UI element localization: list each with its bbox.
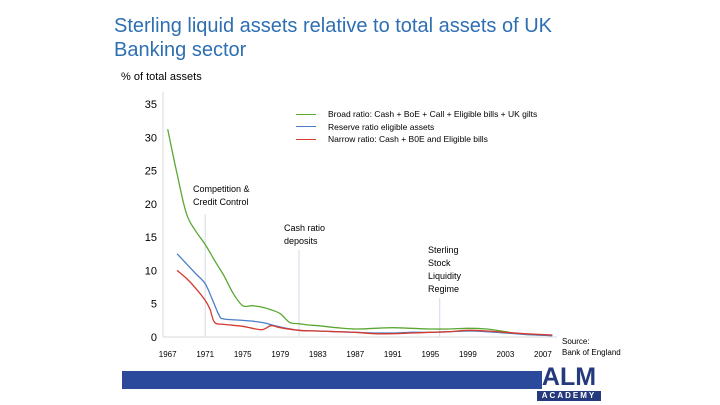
legend-item-2: Narrow ratio: Cash + B0E and Eligible bi… [296, 133, 537, 146]
y-tick-label: 0 [151, 332, 157, 344]
legend-swatch [296, 113, 316, 115]
legend-swatch [296, 126, 316, 128]
annotation-sterling: Sterling Stock Liquidity Regime [428, 245, 462, 294]
x-tick-label: 2007 [534, 350, 552, 359]
x-tick-label: 1975 [234, 350, 252, 359]
x-tick-label: 1971 [196, 350, 214, 359]
y-tick-label: 10 [145, 265, 157, 277]
series-line-0 [167, 129, 553, 336]
logo-main-text: ALM [541, 363, 597, 391]
x-tick-label: 1979 [271, 350, 289, 359]
x-tick-label: 1995 [421, 350, 439, 359]
series-line-2 [176, 269, 553, 336]
legend-label: Reserve ratio eligible assets [328, 121, 435, 132]
alm-academy-logo: ALM ACADEMY [533, 364, 605, 401]
legend-swatch [296, 138, 316, 140]
page-title: Sterling liquid assets relative to total… [114, 15, 552, 61]
x-tick-label: 1987 [346, 350, 364, 359]
legend-item-0: Broad ratio: Cash + BoE + Call + Eligibl… [296, 108, 537, 121]
x-tick-label: 2003 [497, 350, 515, 359]
y-tick-label: 5 [151, 299, 157, 311]
logo-sub-text: ACADEMY [537, 391, 601, 401]
x-tick-label: 1967 [159, 350, 177, 359]
y-tick-label: 35 [145, 99, 157, 111]
footer-band-cut [524, 371, 542, 389]
x-tick-label: 1999 [459, 350, 477, 359]
chart-legend: Broad ratio: Cash + BoE + Call + Eligibl… [296, 108, 537, 146]
legend-label: Narrow ratio: Cash + B0E and Eligible bi… [328, 134, 488, 145]
chart-axes: 0 5 10 15 20 25 30 35 1967 1971 1975 1979 1983 1987 19… [145, 92, 557, 359]
annotation-cash: Cash ratio deposits [284, 223, 326, 246]
legend-label: Broad ratio: Cash + BoE + Call + Eligibl… [328, 109, 538, 120]
y-tick-label: 20 [145, 199, 157, 211]
source-note: Source: Bank of England [562, 337, 621, 357]
legend-item-1: Reserve ratio eligible assets [296, 121, 537, 134]
y-tick-label: 25 [145, 166, 157, 178]
chart-series [167, 129, 553, 337]
annotation-lines [204, 214, 441, 337]
annotation-cc: Competition & Credit Control [193, 184, 250, 207]
x-tick-label: 1983 [309, 350, 327, 359]
y-tick-label: 15 [145, 232, 157, 244]
footer-band [122, 371, 542, 389]
y-unit-label: % of total assets [121, 71, 202, 83]
x-tick-label: 1991 [384, 350, 402, 359]
y-tick-label: 30 [145, 132, 157, 144]
